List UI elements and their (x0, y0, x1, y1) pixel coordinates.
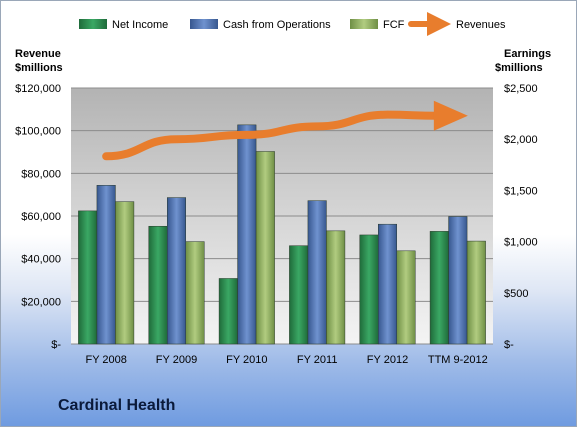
revenue-arrowhead (433, 100, 468, 131)
bar-net-income (359, 234, 379, 345)
category-label: FY 2008 (85, 354, 126, 366)
bar-cash-from-operations (448, 216, 468, 345)
revenue-line (102, 110, 442, 161)
legend-label-revenues: Revenues (456, 19, 506, 31)
bar-cash-from-operations (237, 124, 257, 345)
left-tick-label: $100,000 (15, 126, 61, 138)
bar-net-income (429, 231, 449, 345)
bar-fcf (326, 230, 346, 345)
bar-cash-from-operations (167, 197, 186, 345)
legend-swatch-net-income (79, 19, 107, 29)
category-label: FY 2009 (156, 354, 197, 366)
legend-swatch-cash-from-operations (190, 19, 218, 29)
right-tick-label: $1,500 (504, 185, 538, 197)
category-label: FY 2012 (367, 354, 408, 366)
right-axis-label-line1: Earnings (504, 48, 551, 60)
bar-cash-from-operations (378, 223, 397, 345)
right-tick-label: $500 (504, 288, 528, 300)
right-axis-label-line2: $millions (495, 62, 543, 74)
bar-net-income (289, 245, 309, 345)
bar-net-income (218, 278, 238, 345)
right-tick-label: $- (504, 339, 514, 351)
legend: Net Income Cash from Operations FCF Reve… (79, 12, 506, 36)
category-label: FY 2011 (297, 354, 338, 366)
bar-fcf (396, 250, 416, 345)
revenue-line-group (102, 100, 468, 161)
chart-title: Cardinal Health (58, 397, 176, 414)
category-labels: FY 2008 FY 2009 FY 2010 FY 2011 FY 2012 TTM 9… (85, 354, 487, 366)
bar-net-income (148, 225, 168, 345)
legend-swatch-fcf (350, 19, 378, 29)
right-tick-label: $2,500 (504, 83, 538, 95)
left-tick-label: $60,000 (21, 211, 61, 223)
bar-fcf (466, 240, 486, 345)
right-tick-label: $2,000 (504, 134, 538, 146)
bar-cash-from-operations (307, 200, 327, 345)
left-tick-label: $80,000 (21, 168, 61, 180)
bar-cash-from-operations (96, 185, 116, 345)
legend-label-cash-from-operations: Cash from Operations (223, 19, 331, 31)
left-tick-label: $20,000 (21, 296, 61, 308)
category-label: FY 2010 (226, 354, 267, 366)
left-axis-ticks: $- $20,000 $40,000 $60,000 $80,000 $100,000 $1… (15, 83, 61, 351)
left-axis-label-line2: $millions (15, 62, 63, 74)
legend-label-fcf: FCF (383, 19, 405, 31)
left-tick-label: $- (51, 339, 61, 351)
bar-net-income (78, 210, 98, 345)
bar-fcf (115, 201, 135, 345)
bars (78, 124, 486, 345)
legend-label-net-income: Net Income (112, 19, 168, 31)
right-tick-label: $1,000 (504, 237, 538, 249)
left-axis-label-line1: Revenue (15, 48, 61, 60)
category-label: TTM 9-2012 (428, 354, 488, 366)
left-tick-label: $120,000 (15, 83, 61, 95)
left-tick-label: $40,000 (21, 254, 61, 266)
right-axis-ticks: $- $500 $1,000 $1,500 $2,000 $2,500 (504, 83, 538, 351)
bar-fcf (255, 151, 275, 345)
bar-fcf (185, 241, 205, 345)
